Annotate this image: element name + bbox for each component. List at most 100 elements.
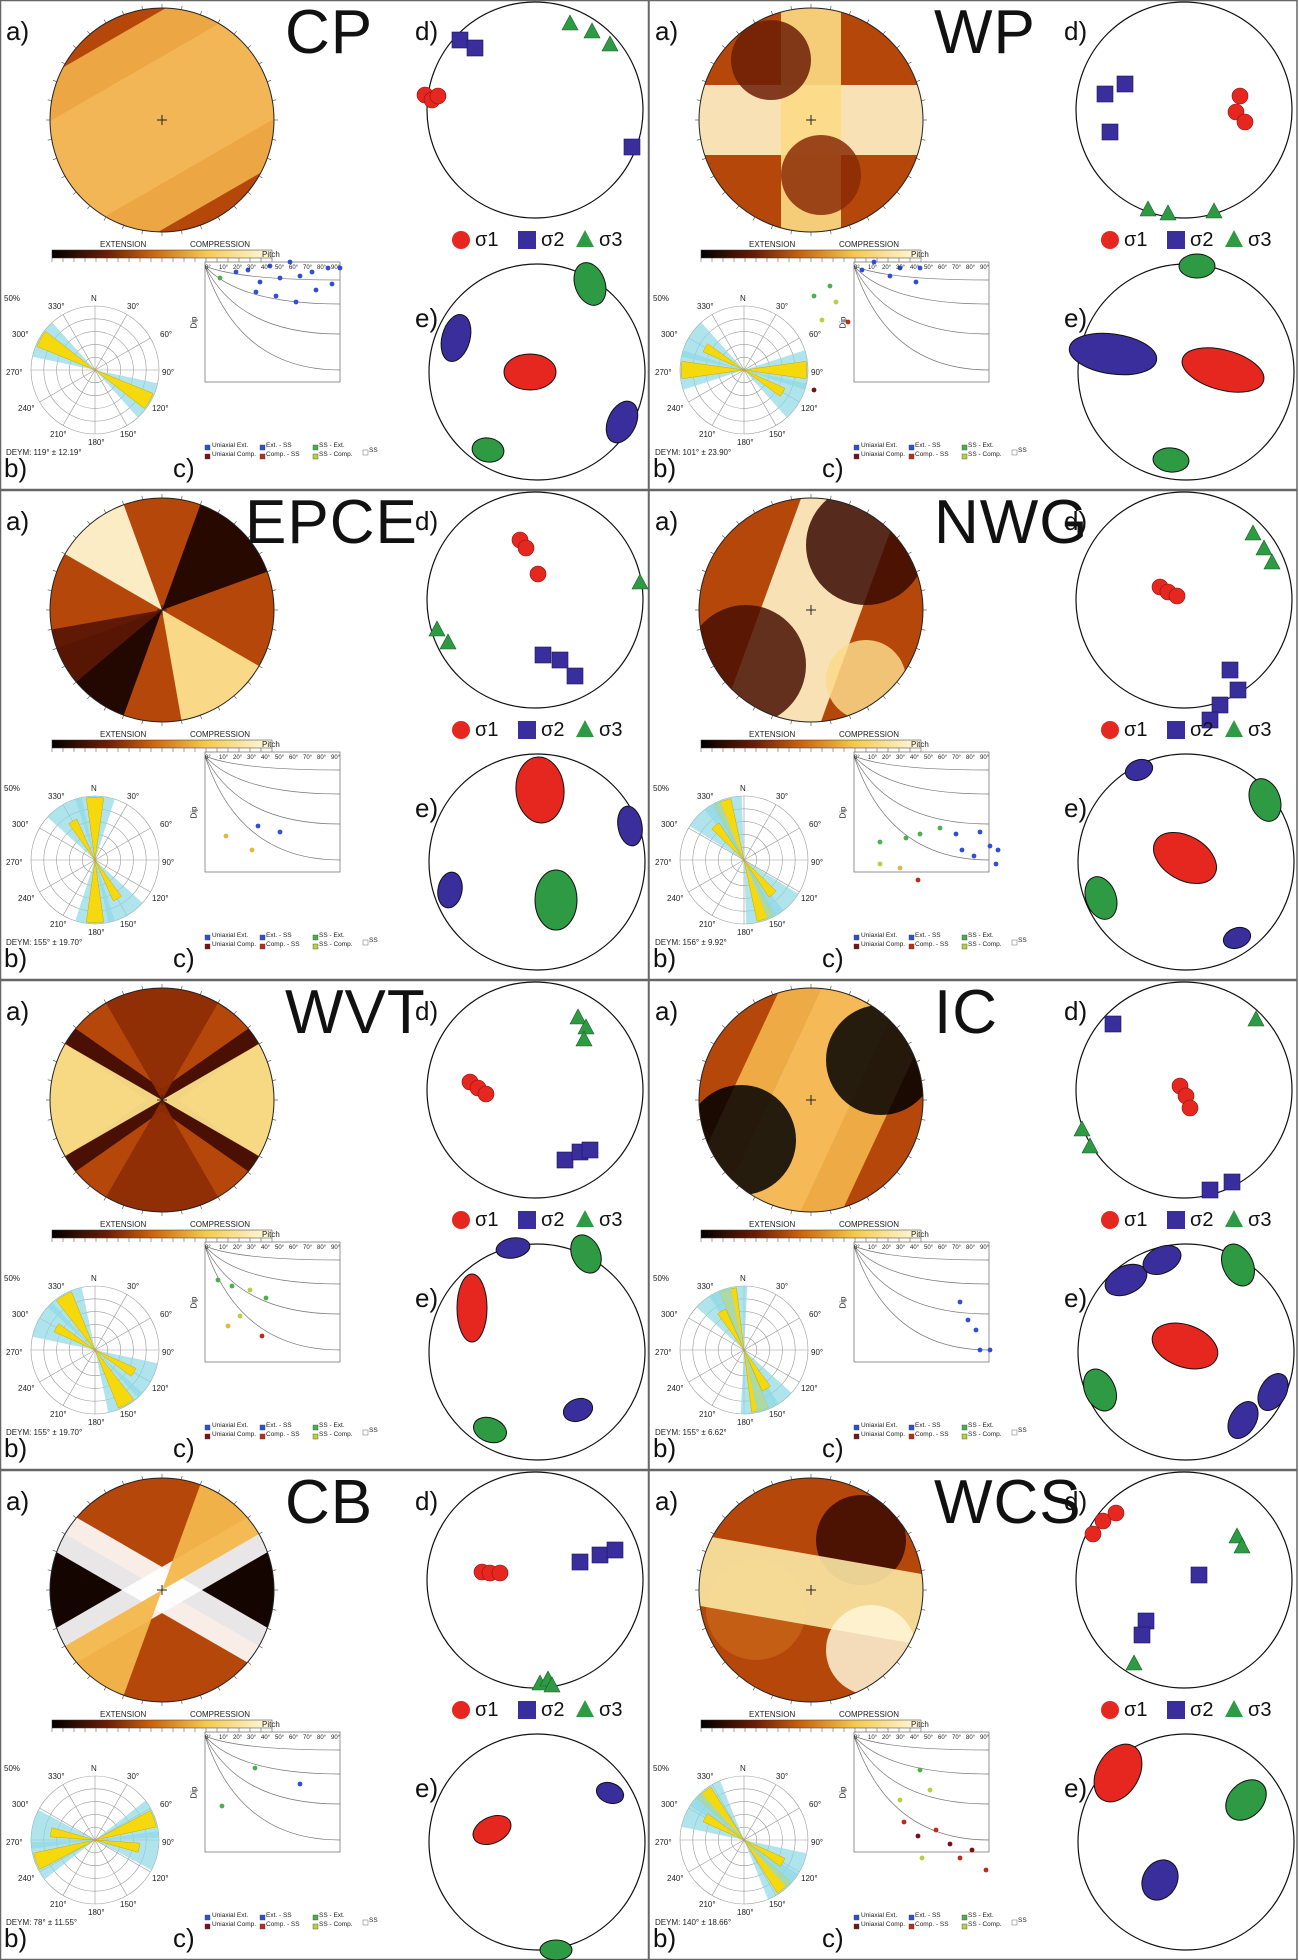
pitch-legend-swatch [961, 934, 968, 941]
azimuth-tick [141, 495, 143, 500]
site-frame [648, 979, 1298, 1471]
pitch-legend-swatch [961, 1424, 968, 1431]
pitch-boundary-curve [853, 755, 990, 861]
azimuth-tick [181, 230, 183, 235]
azimuth-tick [233, 695, 237, 700]
pitch-legend-swatch [961, 453, 968, 460]
fault-datum-point [252, 1765, 258, 1771]
rose-spoke [711, 1349, 745, 1406]
sigma3-axis-marker [1081, 1137, 1099, 1154]
azimuth-tick [790, 985, 792, 990]
paleostress-colorbar [51, 1719, 273, 1729]
fault-datum-point [297, 273, 303, 279]
azimuth-tick [752, 509, 756, 514]
rose-error-sector [744, 1350, 792, 1413]
sigma3-confidence-ellipse [1083, 1368, 1117, 1412]
pitch-legend-swatch [961, 1914, 968, 1921]
fault-datum-point [273, 293, 279, 299]
azimuth-tick [87, 695, 91, 700]
azimuth-tick [233, 1010, 237, 1015]
legend-sigma2-marker [518, 1701, 536, 1719]
pitch-legend-swatch [312, 943, 319, 950]
sigma2-axis-marker [581, 1141, 599, 1159]
azimuth-tick [52, 1138, 57, 1140]
azimuth-tick [200, 500, 202, 505]
azimuth-tick [87, 1675, 91, 1680]
pitch-boundary-curve [853, 1735, 990, 1841]
sigma3-confidence-ellipse [1178, 253, 1216, 279]
sigma1-confidence-ellipse [1181, 347, 1265, 393]
azimuth-tick [122, 10, 124, 15]
fault-datum-point [953, 831, 959, 837]
rose-spoke [39, 827, 96, 861]
confidence-stereonet [428, 753, 646, 971]
azimuth-tick [696, 99, 701, 101]
azimuth-tick [61, 1531, 66, 1535]
pitch-boundary-curve [204, 755, 341, 861]
legend-sigma1-marker [452, 1701, 470, 1719]
azimuth-tick [849, 1480, 851, 1485]
azimuth-tick [790, 1700, 792, 1705]
azimuth-tick [247, 1171, 252, 1175]
azimuth-tick [710, 61, 715, 65]
azimuth-tick [122, 990, 124, 995]
sigma3-axis-marker [1205, 202, 1223, 219]
azimuth-tick [87, 30, 91, 35]
sigma2-axis-marker [606, 1541, 624, 1559]
sigma3-confidence-ellipse [534, 869, 578, 931]
pitch-boundary-curve [853, 1735, 990, 1805]
azimuth-tick [907, 175, 912, 179]
site-panel-epce [30, 491, 649, 971]
rose-error-sector [696, 1287, 744, 1350]
rose-petal [743, 369, 786, 397]
legend-sigma1-marker [452, 231, 470, 249]
azimuth-tick [272, 589, 277, 591]
sigma3-confidence-ellipse [1084, 876, 1118, 920]
azimuth-tick [61, 1041, 66, 1045]
sigma3-confidence-ellipse [471, 437, 505, 463]
legend-sigma1-marker [1101, 231, 1119, 249]
fault-datum-point [257, 279, 263, 285]
rose-spoke [94, 337, 151, 371]
azimuth-tick [258, 1645, 263, 1649]
sigma3-axis-marker [583, 22, 601, 39]
azimuth-tick [710, 665, 715, 669]
sigma3-confidence-ellipse [1152, 447, 1190, 473]
rose-spoke [94, 1294, 128, 1351]
pitch-boundary-curve [204, 265, 341, 281]
azimuth-tick [736, 1500, 740, 1505]
legend-sigma2-marker [1167, 231, 1185, 249]
pitch-boundary-curve [853, 1245, 990, 1351]
azimuth-tick [896, 681, 901, 685]
sigma3-confidence-ellipse [1221, 1243, 1255, 1287]
sigma2-axis-marker [1229, 681, 1247, 699]
pitch-boundary-curve [853, 755, 990, 771]
confidence-stereonet [428, 1733, 646, 1951]
legend-sigma3-marker [576, 1700, 594, 1717]
sigma2-axis-marker [466, 39, 484, 57]
fault-datum-point [917, 265, 923, 271]
confidence-stereonet [428, 1243, 646, 1461]
fault-datum-point [957, 1299, 963, 1305]
pitch-legend-swatch [853, 444, 860, 451]
azimuth-tick [52, 570, 57, 572]
azimuth-tick [710, 1155, 715, 1159]
azimuth-tick [247, 1661, 252, 1665]
site-panel-cb [30, 1471, 646, 1960]
azimuth-tick [267, 80, 272, 82]
sigma2-confidence-ellipse [617, 805, 643, 847]
azimuth-tick [258, 175, 263, 179]
sigma1-confidence-ellipse [1151, 1322, 1219, 1370]
pitch-plot-frame [853, 261, 990, 383]
fault-datum-point [983, 1867, 989, 1873]
azimuth-tick [87, 520, 91, 525]
azimuth-tick [710, 551, 715, 555]
azimuth-tick [258, 551, 263, 555]
azimuth-tick [247, 191, 252, 195]
azimuth-tick [103, 1196, 107, 1201]
fault-datum-point [917, 1767, 923, 1773]
azimuth-tick [701, 1550, 706, 1552]
rose-error-sector [744, 1840, 807, 1888]
fault-datum-point [859, 267, 865, 273]
azimuth-tick [47, 629, 52, 631]
